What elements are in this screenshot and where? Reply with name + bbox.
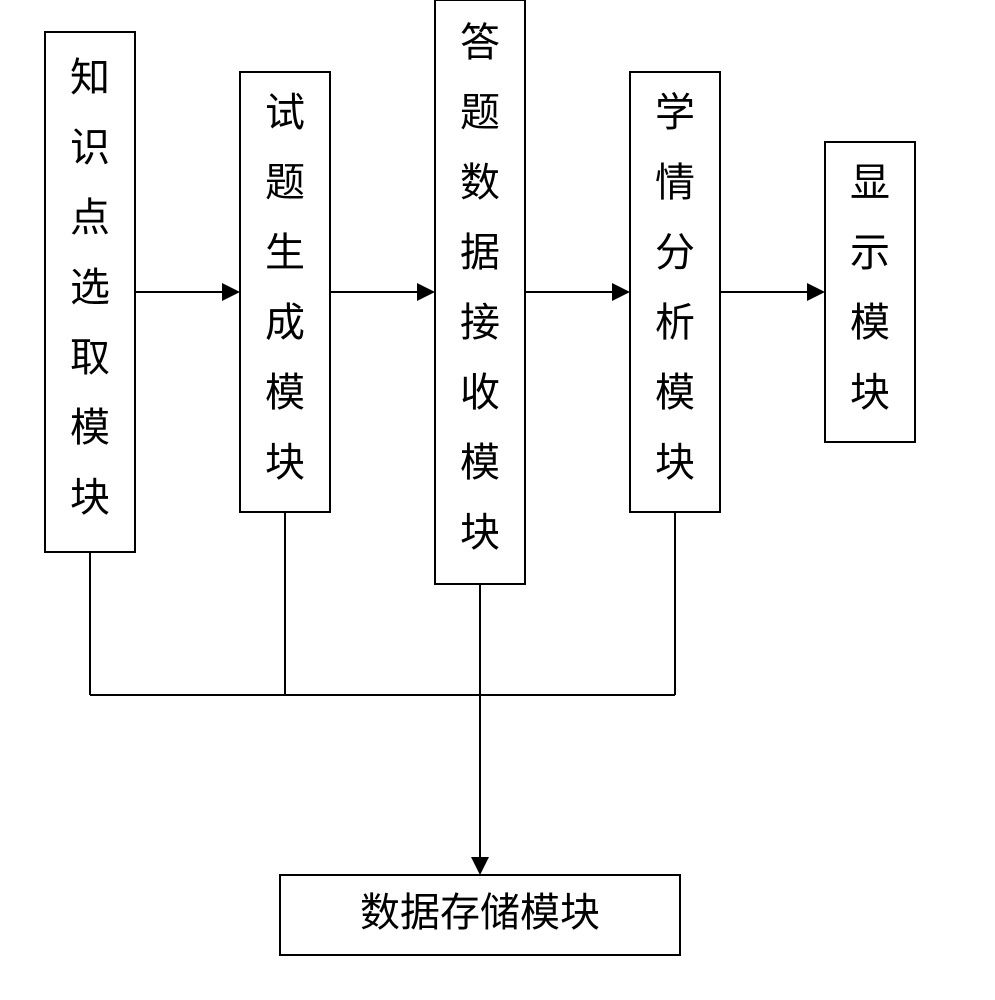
arrowhead-n3-n4 [612,283,630,301]
arrowhead-n1-n2 [222,283,240,301]
node-label-n6: 数据存储模块 [360,890,600,935]
arrowhead-n4-n5 [807,283,825,301]
arrowhead-bus-storage [471,857,489,875]
node-n3 [435,0,525,584]
arrowhead-n2-n3 [417,283,435,301]
